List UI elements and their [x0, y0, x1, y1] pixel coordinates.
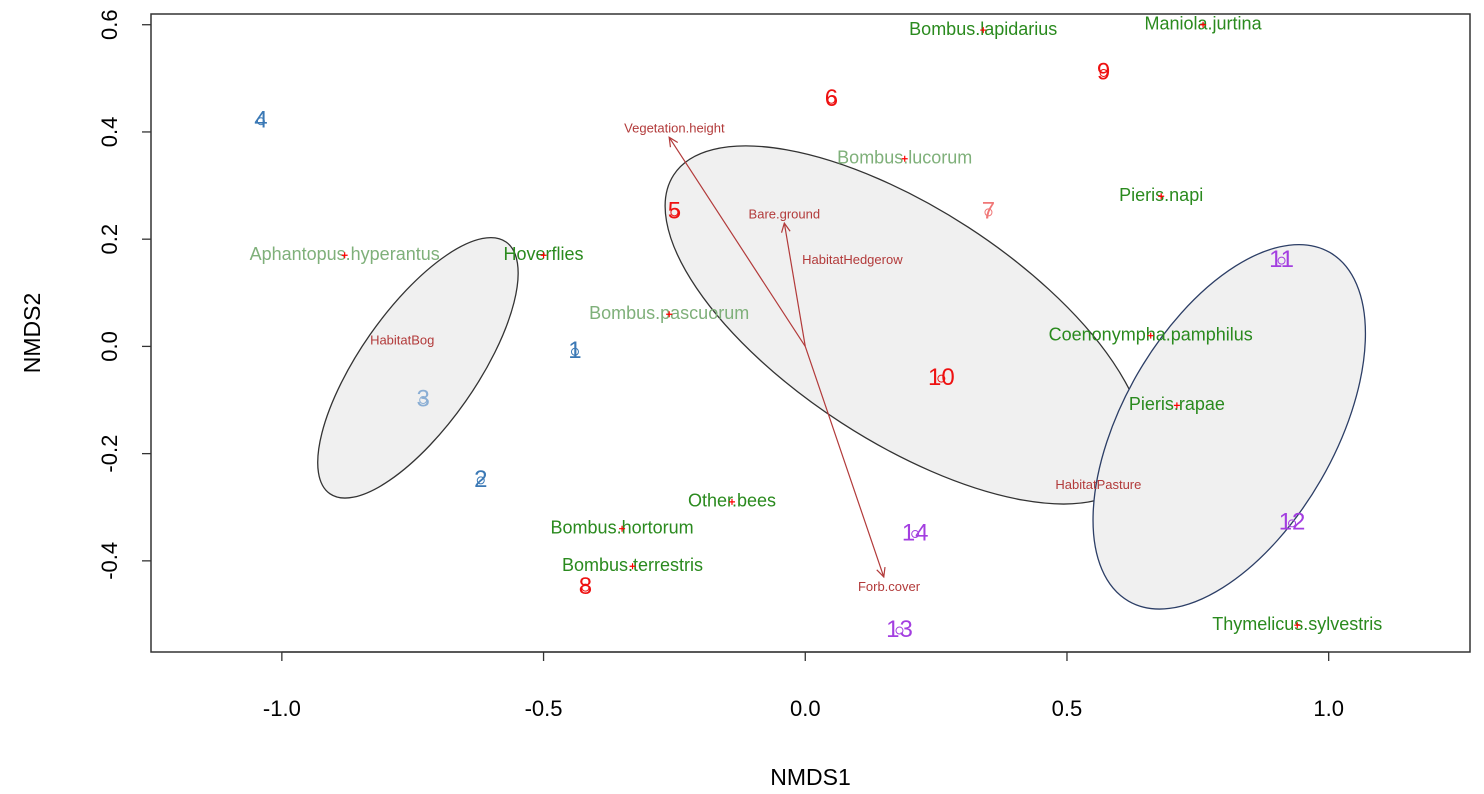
- group-ellipse-1: [317, 236, 519, 499]
- vector-arrowhead: [780, 221, 791, 233]
- y-tick-label: -0.4: [97, 542, 122, 580]
- y-tick-label: -0.2: [97, 435, 122, 473]
- site-point: [1099, 68, 1108, 77]
- vector-label: Vegetation.height: [624, 121, 725, 136]
- factor-centroid-label: HabitatHedgerow: [802, 252, 903, 267]
- site-label: 10: [928, 364, 955, 391]
- species-point: [1200, 21, 1207, 28]
- site-point: [911, 530, 920, 539]
- species-point: [619, 525, 626, 532]
- x-tick-label: -1.0: [263, 696, 301, 721]
- vector-arrowhead: [668, 136, 679, 148]
- species-point: [629, 563, 636, 570]
- species-point: [980, 27, 987, 34]
- site-point: [419, 396, 428, 405]
- species-point: [1147, 332, 1154, 339]
- vector-label: Bare.ground: [749, 206, 821, 221]
- site-point: [670, 208, 679, 217]
- vector-arrow: [804, 346, 885, 578]
- factor-centroids-layer: HabitatHedgerow HabitatBog HabitatPasture: [370, 252, 1141, 492]
- species-point: [341, 252, 348, 259]
- site-point: [581, 583, 590, 592]
- species-point: [1158, 193, 1165, 200]
- site-label: 1: [568, 337, 581, 364]
- y-tick-label: 0.6: [97, 9, 122, 40]
- species-point: [540, 252, 547, 259]
- x-tick-label: 0.0: [790, 696, 821, 721]
- site-label: 6: [825, 85, 838, 112]
- site-label: 5: [668, 198, 681, 225]
- site-point: [984, 208, 993, 217]
- site-label: 8: [579, 573, 592, 600]
- site-label: 11: [1269, 246, 1294, 273]
- site-label: 3: [416, 385, 429, 412]
- site-point: [256, 117, 265, 126]
- site-label: 13: [886, 616, 913, 643]
- vectors-layer: Vegetation.height Bare.ground Forb.cover: [624, 121, 921, 594]
- site-label: 12: [1279, 509, 1306, 536]
- species-point: [728, 498, 735, 505]
- y-tick-label: 0.0: [97, 331, 122, 362]
- y-tick-label: 0.2: [97, 224, 122, 255]
- species-layer: Bombus.lapidariusManiola.jurtinaBombus.l…: [250, 13, 1383, 633]
- species-point: [1173, 402, 1180, 409]
- site-point: [1277, 256, 1286, 265]
- species-point: [1294, 622, 1301, 629]
- ellipses-layer: [317, 145, 1367, 610]
- species-point: [901, 155, 908, 162]
- site-point: [1288, 519, 1297, 528]
- site-point: [827, 95, 836, 104]
- y-tick-label: 0.4: [97, 117, 122, 148]
- site-point: [570, 347, 579, 356]
- x-tick-label: -0.5: [525, 696, 563, 721]
- site-point: [895, 626, 904, 635]
- group-ellipse-3: [1092, 243, 1367, 610]
- y-axis-title: NMDS2: [19, 293, 45, 374]
- site-label: 2: [474, 466, 487, 493]
- site-label: 7: [982, 198, 995, 225]
- vector-arrow: [783, 222, 806, 347]
- vector-label: Forb.cover: [858, 579, 921, 594]
- site-label: 14: [902, 519, 929, 546]
- y-axis: -0.4 -0.2 0.0 0.2 0.4 0.6: [97, 9, 151, 580]
- x-tick-label: 1.0: [1313, 696, 1344, 721]
- site-point: [937, 374, 946, 383]
- species-point: [666, 311, 673, 318]
- vector-arrow: [668, 136, 806, 347]
- vector-arrowhead: [876, 566, 886, 579]
- x-tick-label: 0.5: [1052, 696, 1083, 721]
- site-label: 9: [1097, 58, 1110, 85]
- factor-centroid-label: HabitatBog: [370, 332, 434, 347]
- x-axis: -1.0 -0.5 0.0 0.5 1.0: [263, 651, 1344, 721]
- factor-centroid-label: HabitatPasture: [1055, 477, 1141, 492]
- site-label: 4: [254, 107, 267, 134]
- site-point: [476, 476, 485, 485]
- x-axis-title: NMDS1: [770, 764, 851, 790]
